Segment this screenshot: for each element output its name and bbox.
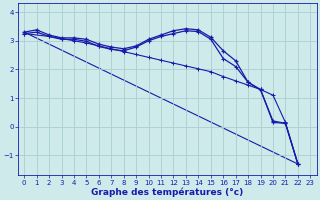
X-axis label: Graphe des températures (°c): Graphe des températures (°c) — [91, 187, 244, 197]
